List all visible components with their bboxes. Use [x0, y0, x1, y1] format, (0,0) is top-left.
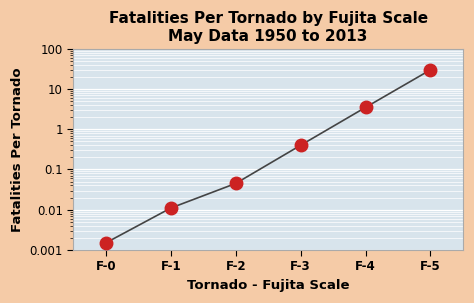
Point — [102, 240, 109, 245]
Point — [167, 206, 174, 211]
Point — [362, 105, 369, 110]
Y-axis label: Fatalities Per Tornado: Fatalities Per Tornado — [11, 67, 24, 232]
Title: Fatalities Per Tornado by Fujita Scale
May Data 1950 to 2013: Fatalities Per Tornado by Fujita Scale M… — [109, 11, 428, 44]
Point — [427, 68, 434, 72]
X-axis label: Tornado - Fujita Scale: Tornado - Fujita Scale — [187, 279, 349, 292]
Point — [297, 143, 304, 148]
Point — [232, 181, 239, 186]
